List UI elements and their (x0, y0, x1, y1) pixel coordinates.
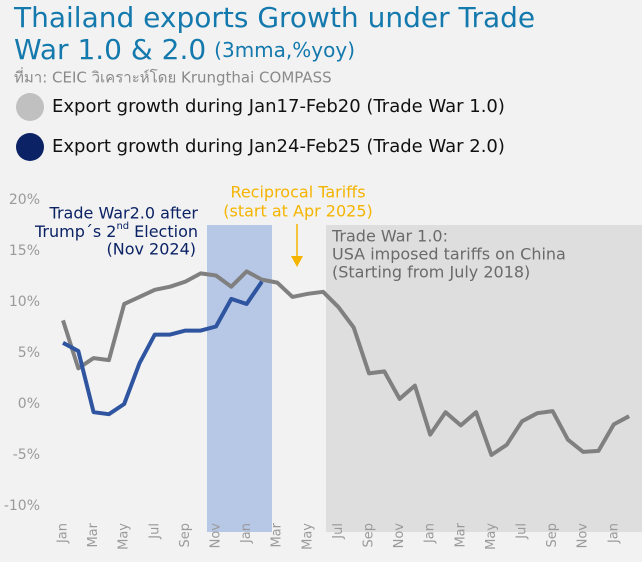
annotation: (start at Apr 2025) (223, 202, 372, 221)
y-tick-label: 20% (9, 192, 40, 208)
x-tick-label: Mar (86, 522, 101, 547)
annotation: Trump´s 2nd Election (34, 221, 198, 241)
x-tick-label: Jul (147, 523, 162, 540)
x-tick-label: Sep (545, 523, 560, 548)
x-tick-label: Jul (331, 523, 346, 540)
annotation: Trade War2.0 after (49, 204, 199, 223)
legend-label: Export growth during Jan24-Feb25 (Trade … (52, 136, 505, 157)
x-tick-label: Nov (576, 523, 591, 549)
arrow-head (291, 256, 303, 267)
x-tick-label: Nov (209, 523, 224, 549)
title-line: Thailand exports Growth under Trade (13, 1, 535, 34)
legend-marker (16, 133, 44, 161)
x-tick-label: Jan (56, 523, 71, 544)
x-tick-label: Jan (239, 523, 254, 544)
x-tick-label: Sep (178, 523, 193, 548)
legend-marker (16, 93, 44, 121)
series-line (62, 280, 264, 417)
y-tick-label: 5% (18, 345, 40, 361)
annotation: (Nov 2024) (106, 240, 196, 259)
x-tick-label: Nov (392, 523, 407, 549)
series-line (61, 269, 631, 457)
title-line: War 1.0 & 2.0 (3mma,%yoy) (14, 33, 355, 66)
annotation: Trade War 1.0: (331, 227, 448, 246)
y-tick-label: 15% (9, 243, 40, 259)
annotation: Reciprocal Tariffs (230, 183, 365, 202)
trade-war-1-band (326, 225, 642, 532)
x-tick-label: Mar (453, 522, 468, 547)
y-tick-label: 10% (9, 294, 40, 310)
x-tick-label: Jan (423, 523, 438, 544)
legend: Export growth during Jan17-Feb20 (Trade … (16, 93, 505, 161)
y-tick-label: -10% (4, 498, 40, 514)
annotation: USA imposed tariffs on China (332, 245, 566, 264)
x-tick-label: Jul (515, 523, 530, 540)
y-tick-label: 0% (18, 396, 40, 412)
x-tick-label: Mar (270, 522, 285, 547)
legend-label: Export growth during Jan17-Feb20 (Trade … (52, 96, 505, 117)
x-tick-label: May (484, 523, 499, 550)
trade-war-2-band (207, 225, 272, 532)
y-tick-label: -5% (13, 447, 40, 463)
x-tick-label: May (300, 523, 315, 550)
annotation: (Starting from July 2018) (332, 263, 530, 282)
x-tick-label: Jan (606, 523, 621, 544)
x-tick-label: Sep (362, 523, 377, 548)
x-tick-label: May (117, 523, 132, 550)
source: ที่มา: CEIC วิเคราะห์โดย Krungthai COMPA… (14, 67, 332, 87)
